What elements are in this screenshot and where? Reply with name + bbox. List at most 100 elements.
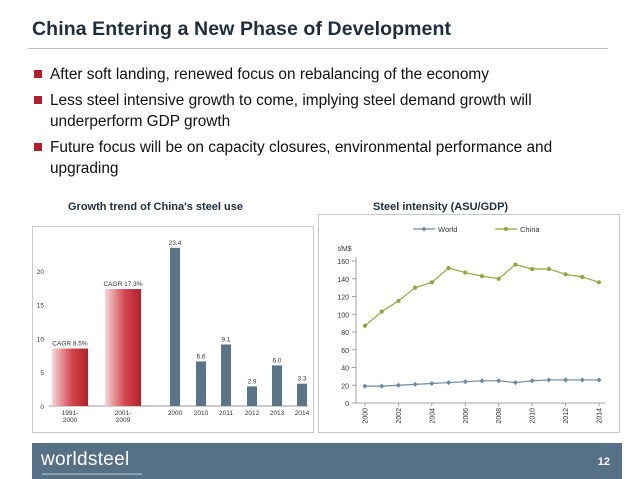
data-point-china xyxy=(546,266,551,272)
bullet-square-icon xyxy=(34,143,42,151)
x-tick-label: 2002 xyxy=(396,408,403,424)
y-tick-label: 20 xyxy=(341,383,349,390)
line-chart: t/M$ 0 20 40 60 80 100 120 140 160 2000 2002 2004 200… xyxy=(337,225,605,424)
bullet-item: Future focus will be on capacity closure… xyxy=(34,137,619,179)
bar-value-label: 3.3 xyxy=(297,376,306,383)
footer-bar: worldsteel 12 xyxy=(32,443,622,479)
cagr-bar xyxy=(52,348,88,406)
slide-title: China Entering a New Phase of Developmen… xyxy=(32,18,452,40)
y-tick-label: 80 xyxy=(341,330,349,337)
bar-value-label: 23.4 xyxy=(169,240,182,247)
x-tick-label: 2012 xyxy=(245,410,260,417)
data-point-world xyxy=(496,378,502,384)
data-point-china xyxy=(496,276,501,281)
x-tick-label: 2000 xyxy=(63,417,78,424)
bullet-text: Future focus will be on capacity closure… xyxy=(50,139,553,177)
bullet-text: Less steel intensive growth to come, imp… xyxy=(50,92,532,130)
data-point-china xyxy=(580,274,585,280)
bar-value-label: CAGR 17.3% xyxy=(103,281,142,288)
data-point-world xyxy=(379,383,385,389)
data-point-world xyxy=(596,377,602,383)
data-point-world xyxy=(446,380,452,386)
data-point-china xyxy=(463,270,468,275)
legend-label: World xyxy=(438,225,457,234)
x-tick-label: 2001- xyxy=(115,410,132,417)
data-point-world xyxy=(563,377,569,383)
worldsteel-logo: worldsteel xyxy=(41,449,130,470)
data-point-world xyxy=(395,382,401,388)
bullet-list: After soft landing, renewed focus on reb… xyxy=(34,64,619,184)
y-tick-label: 20 xyxy=(37,269,45,276)
data-point-world xyxy=(546,377,552,383)
x-tick-label: 2008 xyxy=(496,408,503,424)
x-tick-label: 2009 xyxy=(116,417,131,424)
data-point-china xyxy=(413,285,418,290)
x-tick-label: 2014 xyxy=(295,410,310,417)
data-point-china xyxy=(596,280,602,285)
x-tick-label: 2011 xyxy=(219,410,233,417)
data-point-china xyxy=(513,262,518,267)
data-point-world xyxy=(579,377,585,383)
y-tick-label: 0 xyxy=(345,401,349,408)
x-tick-label: 2006 xyxy=(463,408,470,424)
year-bar xyxy=(170,247,180,406)
y-tick-label: 160 xyxy=(337,259,349,266)
data-point-china xyxy=(446,266,451,271)
data-point-china xyxy=(479,273,485,279)
bar-value-label: 6.0 xyxy=(272,357,281,364)
data-point-world xyxy=(479,378,485,384)
year-bar xyxy=(297,383,307,406)
data-point-world xyxy=(512,380,518,386)
data-point-china xyxy=(362,323,368,328)
bar-value-label: CAGR 8.5% xyxy=(52,341,88,348)
legend-marker-china xyxy=(503,226,509,232)
y-tick-label: 15 xyxy=(37,303,45,310)
year-bar xyxy=(272,365,282,406)
bullet-item: After soft landing, renewed focus on reb… xyxy=(34,64,619,85)
bar-chart-panel: 0 5 10 15 20 CAGR 8.5% 1991- 2000 CAGR 17.3% 2001… xyxy=(32,226,314,433)
data-point-world xyxy=(529,378,535,384)
y-tick-label: 5 xyxy=(40,370,44,377)
page-number: 12 xyxy=(597,456,610,468)
bar-value-label: 9.1 xyxy=(221,336,230,343)
data-point-china xyxy=(429,280,434,285)
cagr-bar xyxy=(105,289,141,406)
y-tick-label: 100 xyxy=(337,312,349,319)
data-point-china xyxy=(396,298,401,304)
x-tick-label: 2012 xyxy=(563,408,570,424)
x-tick-label: 2010 xyxy=(194,410,209,417)
logo-underline xyxy=(42,473,142,475)
y-tick-label: 120 xyxy=(337,295,349,302)
line-chart-panel: t/M$ 0 20 40 60 80 100 120 140 160 2000 2002 2004 200… xyxy=(318,214,620,433)
legend-label: China xyxy=(520,225,540,234)
y-axis-unit: t/M$ xyxy=(338,246,352,253)
data-point-world xyxy=(362,383,368,389)
y-tick-label: 40 xyxy=(341,366,349,373)
bullet-square-icon xyxy=(34,96,42,104)
y-tick-label: 0 xyxy=(40,404,44,411)
data-point-world xyxy=(462,379,468,385)
x-tick-label: 2000 xyxy=(363,408,370,424)
x-tick-label: 2010 xyxy=(530,408,537,424)
y-tick-label: 10 xyxy=(37,336,45,343)
year-bar xyxy=(221,344,231,406)
x-tick-label: 2000 xyxy=(168,410,183,417)
y-tick-label: 60 xyxy=(341,348,349,355)
title-divider xyxy=(28,48,608,49)
data-point-world xyxy=(429,380,435,387)
x-tick-label: 1991- xyxy=(62,410,79,417)
year-bar xyxy=(247,386,257,406)
bullet-square-icon xyxy=(34,70,42,78)
line-chart-title: Steel intensity (ASU/GDP) xyxy=(373,201,509,213)
x-tick-label: 2014 xyxy=(597,408,604,424)
data-point-world xyxy=(412,381,418,387)
data-point-china xyxy=(563,272,568,277)
y-tick-label: 140 xyxy=(337,277,349,284)
bullet-item: Less steel intensive growth to come, imp… xyxy=(34,90,619,132)
bar-value-label: 2.9 xyxy=(247,378,256,385)
bar-chart-title: Growth trend of China's steel use xyxy=(68,201,243,213)
data-point-china xyxy=(379,309,384,314)
x-tick-label: 2013 xyxy=(270,410,285,417)
bullet-text: After soft landing, renewed focus on reb… xyxy=(50,66,489,83)
